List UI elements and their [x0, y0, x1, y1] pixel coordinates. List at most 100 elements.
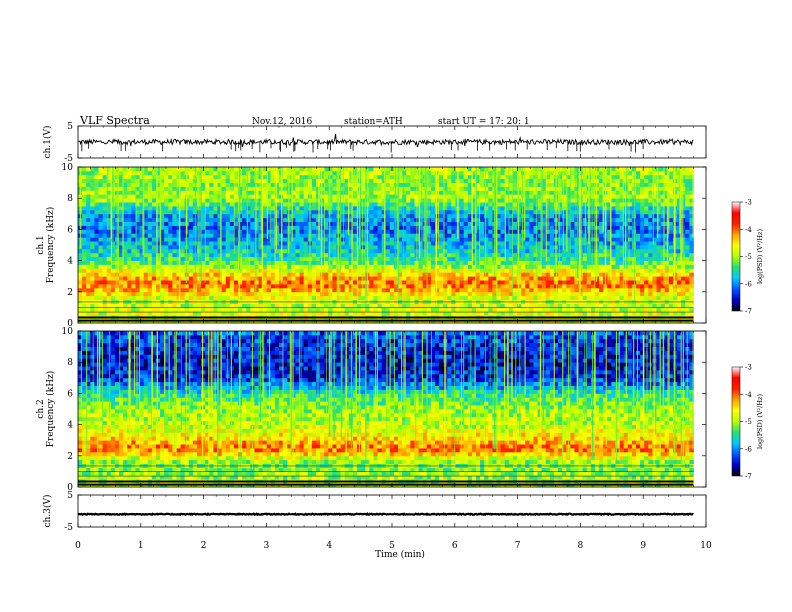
ch1-spec-cell — [258, 311, 264, 316]
ch1-spec-cell — [254, 307, 259, 312]
ch1-spec-cell — [184, 284, 190, 289]
ch1-spec-cell — [98, 268, 104, 273]
ch1-spec-cell — [295, 260, 300, 265]
ch1-spec-cell — [127, 268, 132, 273]
ch1-spec-cell — [406, 217, 411, 222]
ch1-spec-cell — [627, 245, 633, 250]
ch1-spec-cell — [434, 229, 440, 234]
ch1-spec-cell — [287, 276, 292, 281]
ch1-spec-cell — [102, 280, 108, 285]
ch1-spec-cell — [254, 237, 259, 242]
ch1-spec-cell — [430, 245, 436, 250]
ch1-spec-cell — [254, 276, 259, 281]
ch1-spec-cell — [467, 237, 473, 242]
ch1-spec-cell — [344, 256, 350, 261]
ch1-spec-cell — [106, 264, 112, 269]
ch1-spec-cell — [287, 221, 292, 226]
ch1-spec-cell — [500, 291, 506, 297]
ch1-spec-cell — [393, 276, 399, 281]
ch1-spec-cell — [615, 311, 620, 316]
ch1-spec-cell — [418, 268, 424, 273]
ch1-spec-cell — [381, 248, 387, 254]
ch1-spec-cell — [558, 206, 563, 211]
ch1-spec-cell — [582, 268, 588, 273]
ch1-spec-cell — [90, 276, 95, 281]
ch1-spec-cell — [439, 245, 444, 250]
ch1-spec-cell — [188, 284, 194, 289]
ch1-spec-cell — [381, 252, 387, 258]
ch1-spec-cell — [689, 295, 694, 300]
ch1-spec-cell — [406, 209, 411, 215]
ch1-spec-cell — [209, 217, 214, 222]
ch1-spec-cell — [176, 202, 181, 207]
ch1-spec-cell — [164, 198, 169, 203]
ch1-spec-cell — [549, 276, 555, 281]
ch1-spec-cell — [217, 252, 222, 258]
ch1-spec-cell — [640, 295, 645, 300]
ch1-spec-cell — [217, 202, 222, 207]
ch1-spec-cell — [451, 303, 456, 308]
ch1-spec-cell — [139, 198, 145, 203]
ch1-spec-cell — [254, 202, 259, 207]
ch1-spec-cell — [393, 303, 399, 308]
ch1-spec-cell — [475, 291, 481, 297]
ch1-spec-cell — [94, 287, 99, 293]
ch1-spec-cell — [677, 256, 682, 261]
ch1-spec-cell — [566, 202, 571, 207]
ch1-spec-cell — [102, 233, 108, 238]
ch1-spec-cell — [467, 229, 473, 234]
ch1-spec-cell — [521, 291, 526, 297]
ch1-spec-cell — [262, 256, 268, 261]
ch1-spec-cell — [562, 256, 567, 261]
ch1-spec-cell — [418, 256, 424, 261]
ch1-spec-cell — [332, 291, 337, 297]
ch1-spec-cell — [209, 252, 214, 258]
ch1-spec-cell — [398, 272, 403, 277]
ch1-spec-cell — [143, 276, 149, 281]
ch1-spec-cell — [131, 280, 136, 285]
ch1-spec-cell — [512, 209, 518, 215]
ch1-spec-cell — [209, 260, 214, 265]
ch1-spec-cell — [303, 295, 309, 300]
ch1-spec-cell — [426, 264, 432, 269]
ch1-spec-cell — [344, 229, 350, 234]
ch1-spec-cell — [315, 221, 321, 226]
ch1-spec-cell — [201, 225, 206, 230]
ch1-spec-cell — [299, 291, 305, 297]
ch1-spec-cell — [283, 202, 288, 207]
ch1-spec-cell — [636, 241, 641, 246]
ch1-spec-cell — [504, 264, 510, 269]
ch1-spec-cell — [484, 264, 489, 269]
ch1-spec-cell — [570, 209, 575, 215]
ch1-spec-cell — [168, 209, 173, 215]
ch1-spec-cell — [90, 206, 95, 211]
ch1-spec-cell — [155, 291, 161, 297]
ch1-spec-cell — [681, 217, 686, 222]
ch1-spec-cell — [689, 287, 694, 293]
ch1-spec-cell — [603, 307, 608, 312]
ch1-spec-cell — [463, 206, 469, 211]
ch1-spec-cell — [373, 256, 378, 261]
ch1-spec-cell — [447, 221, 452, 226]
ch1-spec-cell — [480, 276, 485, 281]
ch1-spec-cell — [545, 260, 551, 265]
ch1-spec-cell — [188, 213, 194, 219]
ch1-spec-cell — [594, 295, 600, 300]
ch1-spec-cell — [672, 287, 678, 293]
ch1-spec-cell — [90, 225, 95, 230]
ch1-spec-cell — [311, 287, 317, 293]
ch1-spec-cell — [262, 241, 268, 246]
ch1-spec-cell — [496, 237, 501, 242]
ch1-spec-cell — [512, 264, 518, 269]
ch1-spec-cell — [217, 245, 222, 250]
ch1-spec-cell — [578, 291, 584, 297]
ch1-spec-cell — [451, 245, 456, 250]
ch1-spec-cell — [274, 209, 280, 215]
ch1-spec-cell — [668, 260, 674, 265]
ch1-spec-cell — [221, 225, 227, 230]
ch1-spec-cell — [299, 311, 305, 316]
ch1-spec-cell — [381, 229, 387, 234]
ch1-spec-cell — [599, 276, 604, 281]
ch1-spec-cell — [250, 307, 255, 312]
ch1-spec-cell — [648, 248, 653, 254]
